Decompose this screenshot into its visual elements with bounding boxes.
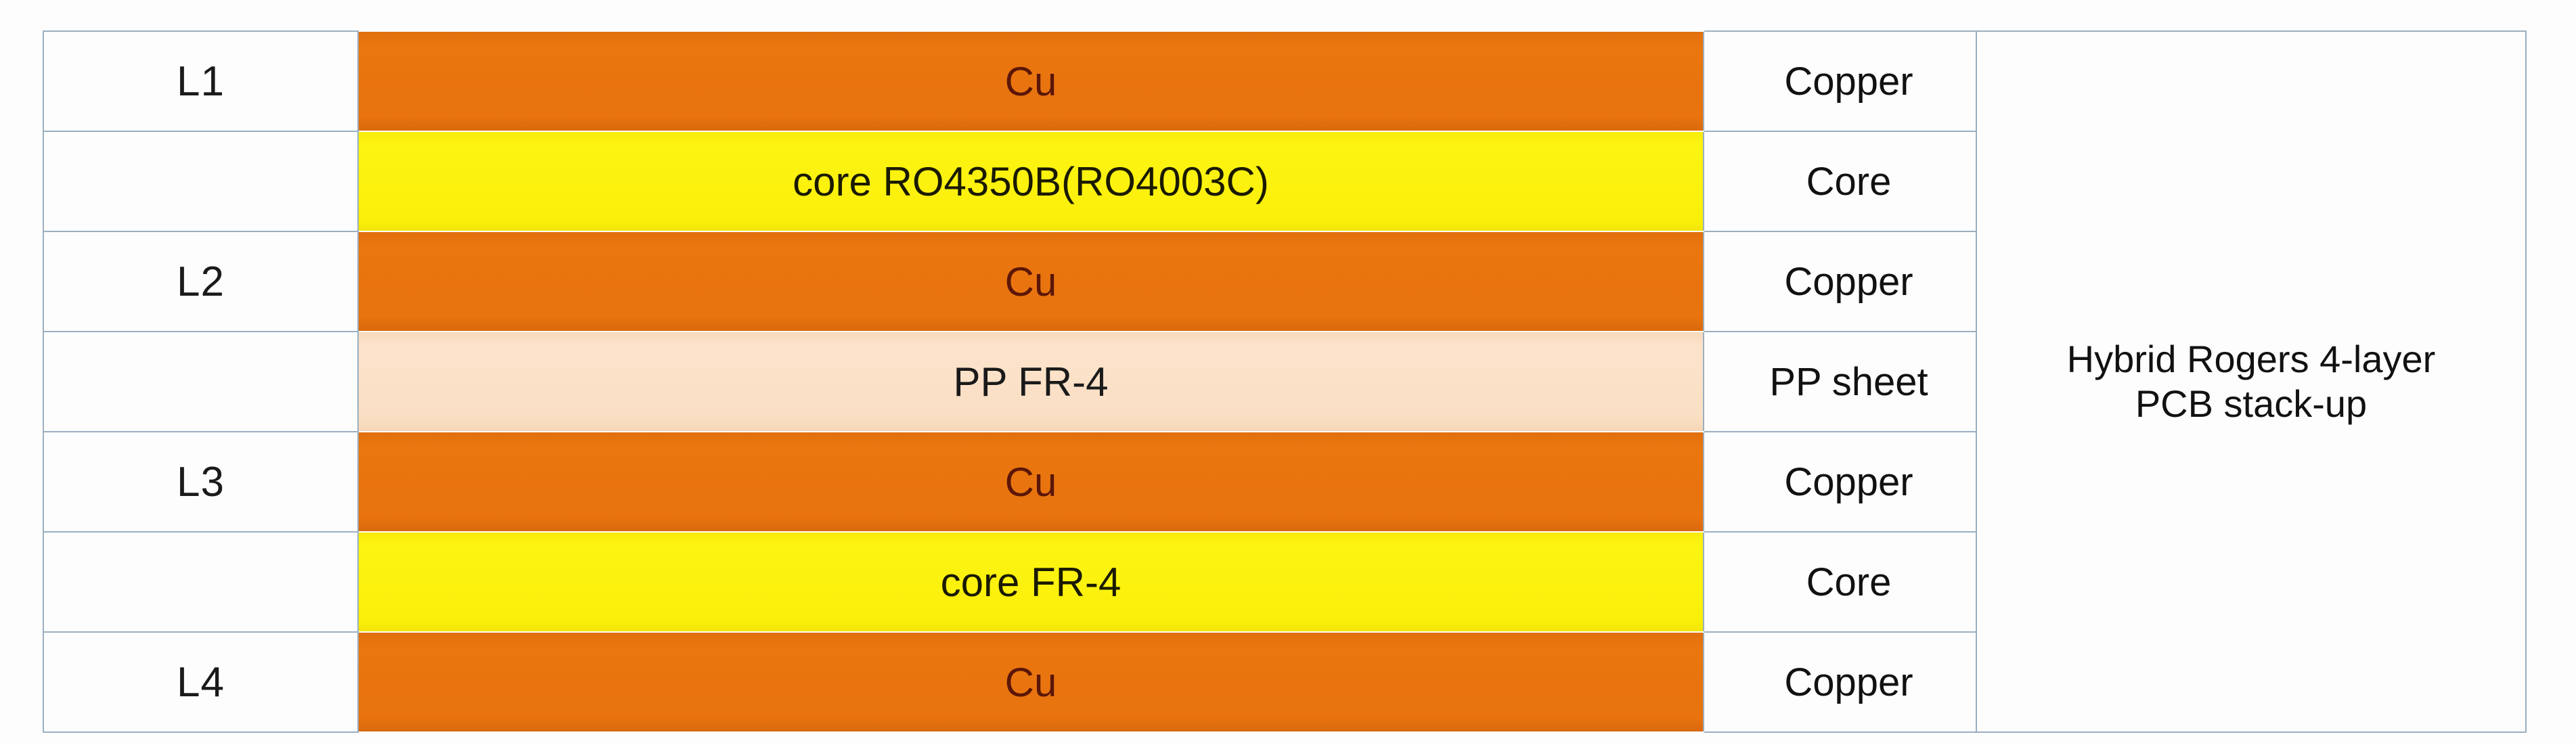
material-cell-copper-l1: Cu [358, 31, 1704, 131]
material-cell-copper-l2: Cu [358, 231, 1704, 332]
type-label-copper-l1: Copper [1703, 30, 1977, 132]
material-cell-copper-l4: Cu [358, 632, 1704, 732]
layer-id-l4: L4 [43, 631, 359, 733]
layer-id-blank-1 [43, 131, 359, 232]
layer-id-l2: L2 [43, 231, 359, 332]
table-row: L4 Cu Copper [43, 631, 2526, 733]
stackup-table-body: L1 Cu Copper Hybrid Rogers 4-layer PCB st… [43, 30, 2527, 733]
type-label-copper-l3: Copper [1703, 431, 1977, 533]
note-line-1: Hybrid Rogers 4-layer [2066, 337, 2436, 380]
table-row: L2 Cu Copper [43, 231, 2526, 332]
table-row: core RO4350B(RO4003C) Core [43, 131, 2526, 232]
material-cell-copper-l3: Cu [358, 432, 1704, 532]
table-row: L1 Cu Copper Hybrid Rogers 4-layer PCB st… [43, 30, 2527, 733]
type-label-copper-l4: Copper [1703, 631, 1977, 733]
layer-id-blank-3 [43, 531, 359, 633]
table-row: PP FR-4 PP sheet [43, 331, 2526, 432]
table-row: L3 Cu Copper [43, 431, 2526, 533]
type-label-copper-l2: Copper [1703, 231, 1977, 332]
material-cell-core-rogers: core RO4350B(RO4003C) [358, 131, 1704, 231]
type-label-core-1: Core [1703, 131, 1977, 232]
material-cell-core-fr4: core FR-4 [358, 532, 1704, 632]
table-row: core FR-4 Core [43, 531, 2526, 633]
layer-id-l1: L1 [43, 30, 359, 132]
note-line-2: PCB stack-up [2135, 382, 2368, 425]
material-cell-prepreg: PP FR-4 [358, 332, 1704, 432]
layer-id-l3: L3 [43, 431, 359, 533]
layer-id-blank-2 [43, 331, 359, 432]
type-label-core-2: Core [1703, 531, 1977, 633]
stackup-table: L1 Cu Copper Hybrid Rogers 4-layer PCB st… [43, 30, 2527, 733]
type-label-pp-sheet: PP sheet [1703, 331, 1977, 432]
stackup-note: Hybrid Rogers 4-layer PCB stack-up [1976, 30, 2527, 733]
